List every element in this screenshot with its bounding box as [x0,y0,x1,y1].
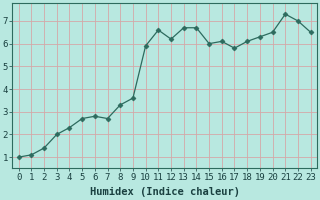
X-axis label: Humidex (Indice chaleur): Humidex (Indice chaleur) [90,187,240,197]
